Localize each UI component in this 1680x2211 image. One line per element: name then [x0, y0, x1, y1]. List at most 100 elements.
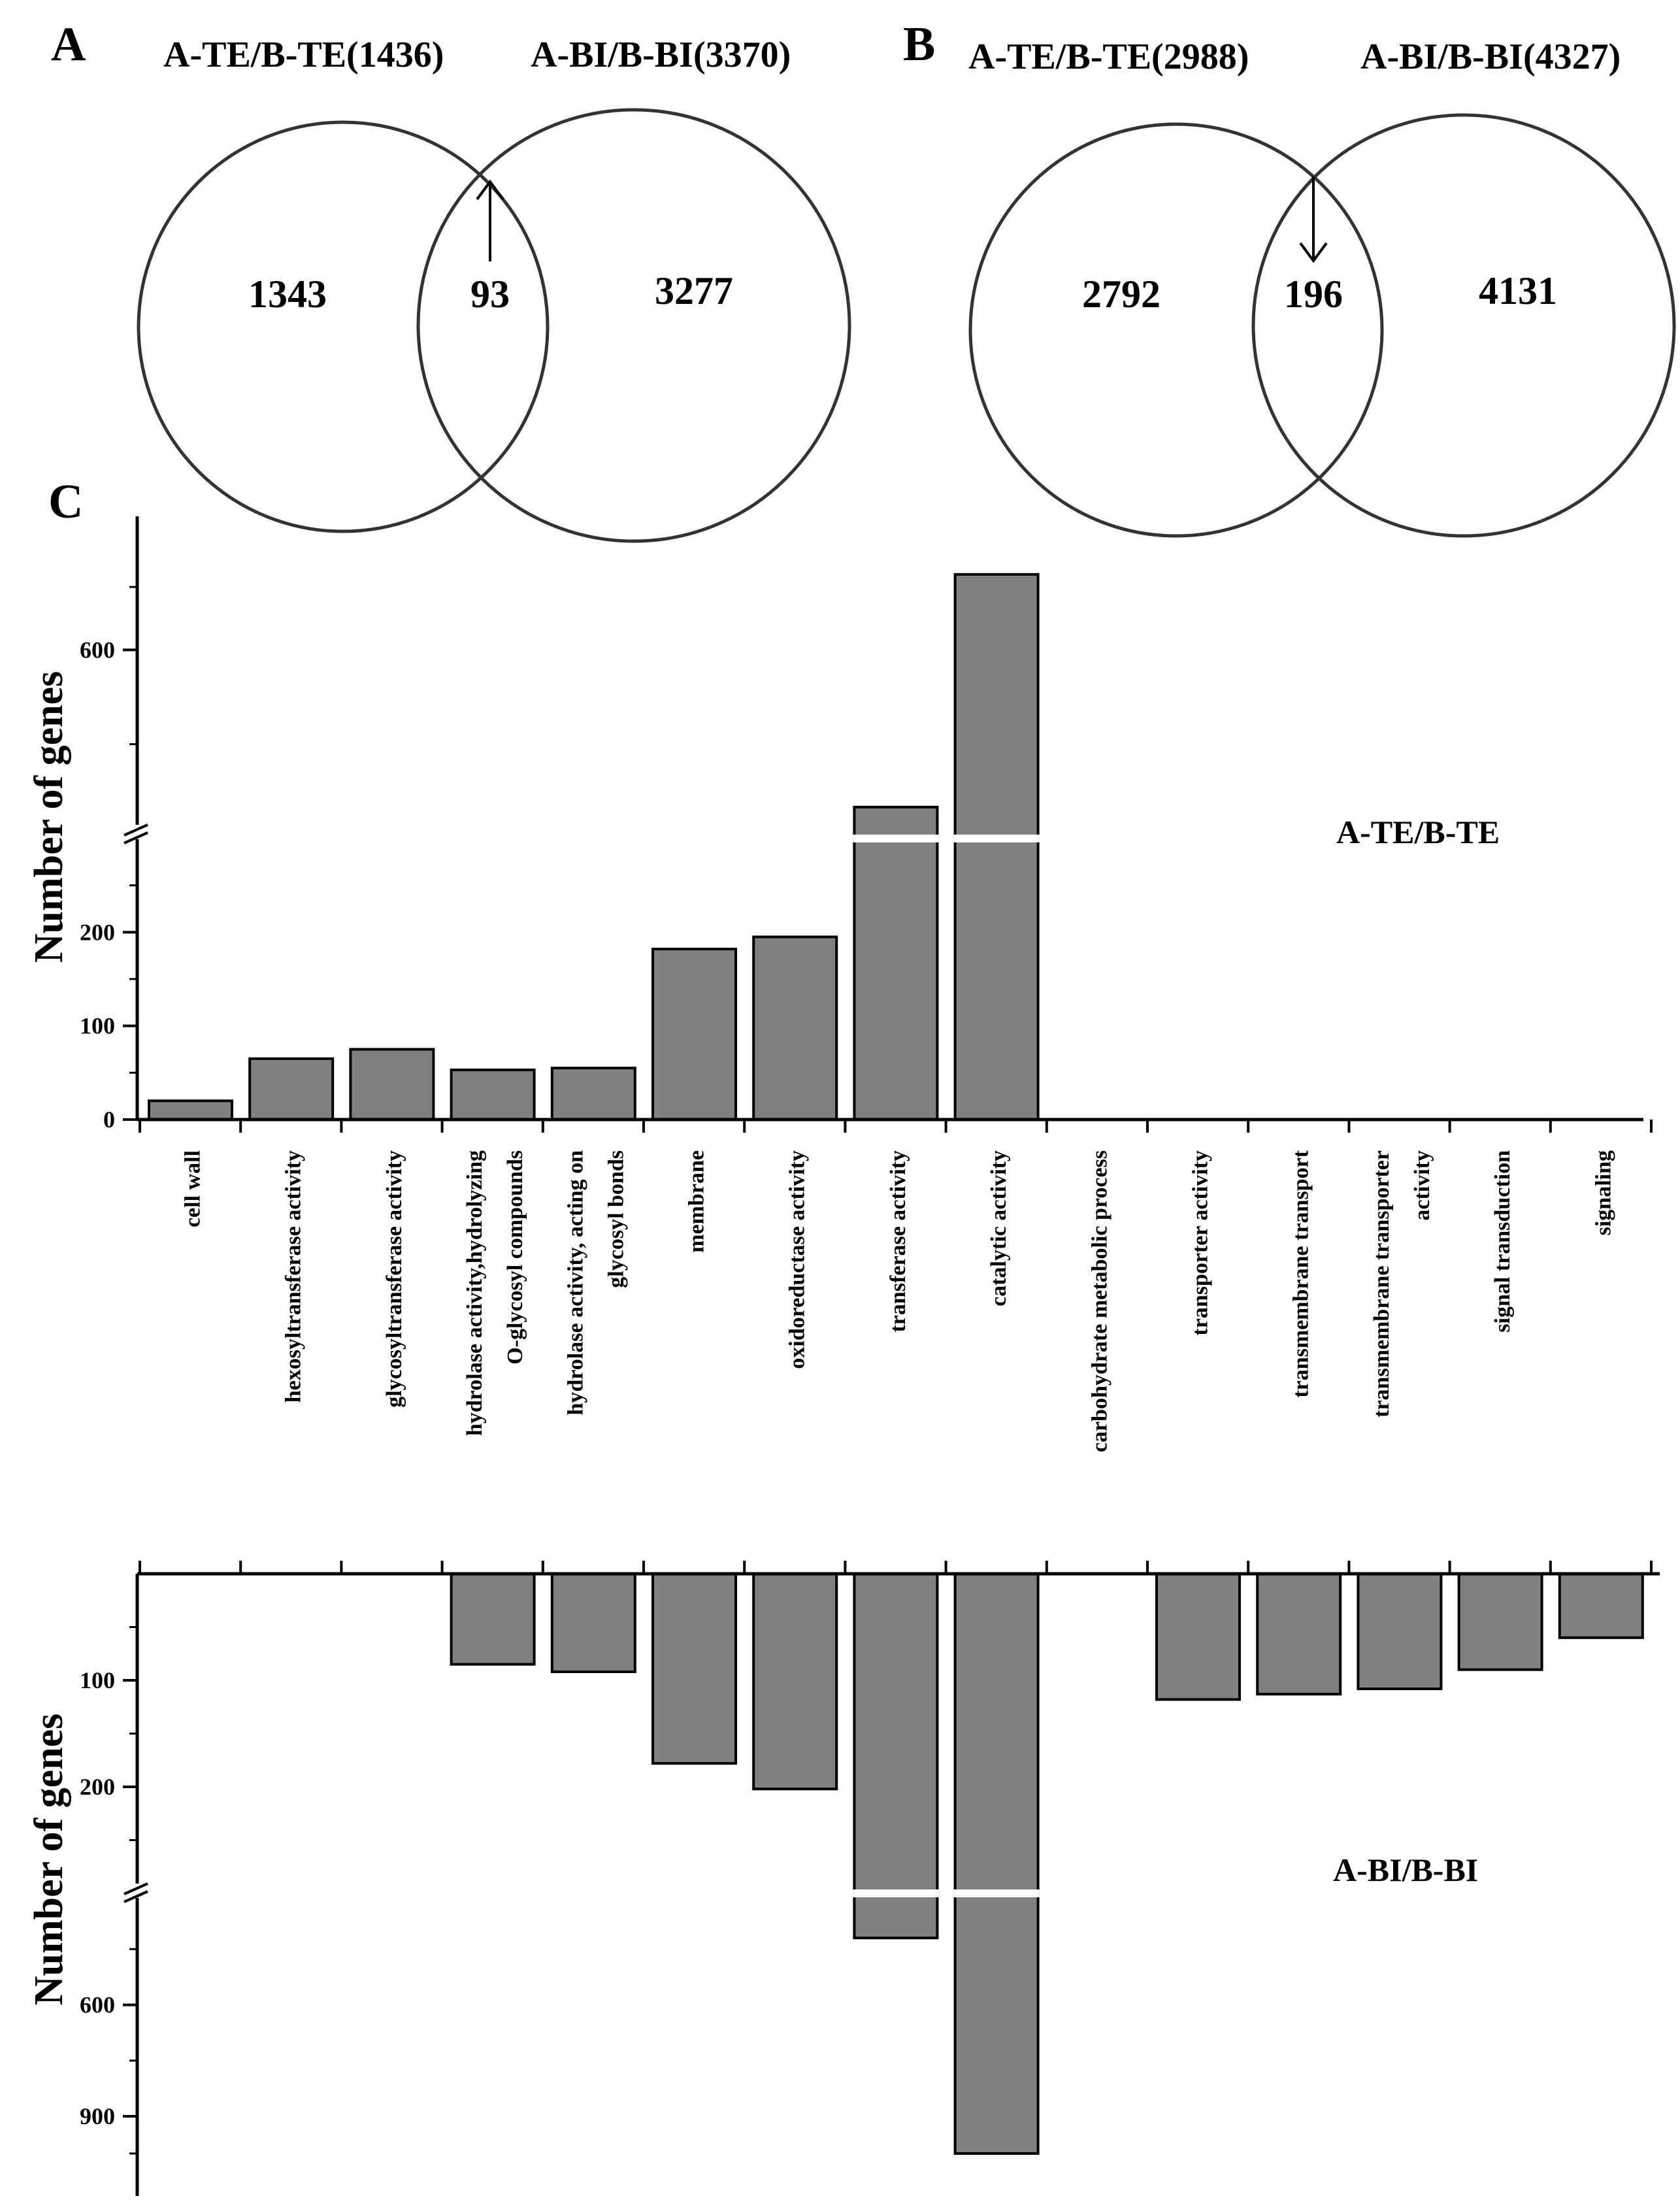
- category-label-3-line-0: hydrolase activity,hydrolyzing: [463, 1150, 487, 1436]
- bottom-y-tick-label-3: 900: [80, 2103, 115, 2129]
- top-bar-0: [148, 1099, 233, 1122]
- panel-b: B A-TE/B-TE(2988) A-BI/B-BI(4327) 2792 1…: [903, 18, 1676, 538]
- panel-a-right-circle: [416, 108, 851, 543]
- panel-b-right-title: A-BI/B-BI(4327): [1360, 37, 1621, 77]
- panel-b-left-only: 2792: [1082, 273, 1161, 316]
- top-bar-7: [853, 805, 939, 1122]
- down-arrow-icon: [1299, 176, 1328, 263]
- bottom-bar-break-7: [853, 1889, 939, 1897]
- bottom-y-axis-label: Number of genes: [27, 1714, 71, 2006]
- top-bars: [148, 573, 1040, 1122]
- bottom-series-label: A-BI/B-BI: [1333, 1852, 1478, 1888]
- category-label-0: cell wall: [181, 1150, 205, 1227]
- top-y-axis-label: Number of genes: [27, 671, 71, 963]
- panel-a-right-title: A-BI/B-BI(3370): [531, 35, 791, 75]
- top-bar-6: [752, 935, 838, 1121]
- panel-b-right-circle: [1251, 113, 1676, 538]
- category-label-5: membrane: [685, 1150, 709, 1253]
- category-label-14: signaling: [1591, 1150, 1615, 1235]
- bottom-x-ticks: [139, 1561, 1653, 1574]
- panel-a-left-only: 1343: [248, 273, 327, 316]
- category-label-4-line-1: glycosyl bonds: [604, 1150, 628, 1288]
- panel-c: C 0 100 200 600 Number of genes A-TE/B-TE c…: [27, 475, 1660, 2196]
- top-bar-break-7: [853, 835, 939, 842]
- category-label-0-line-0: cell wall: [181, 1150, 205, 1227]
- panel-b-right-only: 4131: [1479, 269, 1557, 312]
- top-y-tick-label-2: 200: [80, 919, 115, 945]
- panel-a-left-circle: [137, 120, 550, 533]
- top-x-ticks: [139, 1120, 1653, 1133]
- category-label-9-line-0: carbohydrate metabolic process: [1087, 1150, 1112, 1452]
- category-label-8: catalytic activity: [987, 1150, 1011, 1306]
- bottom-y-tick-label-1: 200: [80, 1774, 115, 1800]
- category-label-9: carbohydrate metabolic process: [1087, 1150, 1112, 1452]
- top-bar-8: [953, 573, 1040, 1121]
- panel-a: A A-TE/B-TE(1436) A-BI/B-BI(3370) 1343 9…: [51, 18, 851, 543]
- panel-a-letter: A: [51, 18, 86, 71]
- top-chart: 0 100 200 600 Number of genes A-TE/B-TE: [27, 516, 1653, 1133]
- category-label-2-line-0: glycosyltransferase activity: [382, 1150, 406, 1408]
- category-label-1: hexosyltransferase activity: [282, 1150, 306, 1403]
- bottom-bar-11: [1256, 1572, 1342, 1696]
- top-bar-5: [651, 948, 737, 1121]
- bottom-y-ticks: 100 200 600 900: [80, 1626, 137, 2155]
- category-label-14-line-0: signaling: [1591, 1150, 1615, 1235]
- category-label-12-line-1: activity: [1410, 1150, 1434, 1221]
- category-label-11-line-0: transmembrane transport: [1289, 1150, 1313, 1397]
- category-label-13-line-0: signal transduction: [1491, 1150, 1515, 1333]
- category-label-12-line-0: transmembrane transporter: [1370, 1150, 1394, 1418]
- panel-b-letter: B: [903, 18, 935, 71]
- top-bar-3: [450, 1069, 536, 1121]
- bottom-bar-13: [1457, 1572, 1543, 1671]
- top-y-ticks: 0 100 200 600: [80, 586, 137, 1133]
- category-label-4-line-0: hydrolase activity, acting on: [563, 1150, 587, 1416]
- panel-a-right-only: 3277: [655, 269, 733, 312]
- bottom-bar-7: [853, 1572, 939, 1940]
- top-axis-break: [124, 823, 148, 844]
- top-y-tick-label-1: 100: [80, 1013, 115, 1039]
- category-label-3: hydrolase activity,hydrolyzing O-glycosyl…: [463, 1150, 527, 1436]
- panel-b-left-circle: [968, 122, 1384, 538]
- bottom-bar-12: [1357, 1572, 1443, 1691]
- panel-b-overlap: 196: [1284, 273, 1343, 316]
- bottom-bar-6: [752, 1572, 838, 1791]
- category-label-8-line-0: catalytic activity: [987, 1150, 1011, 1306]
- bottom-bar-break-8: [953, 1889, 1040, 1897]
- panel-a-left-title: A-TE/B-TE(1436): [163, 35, 444, 75]
- category-label-11: transmembrane transport: [1289, 1150, 1313, 1397]
- panel-b-left-title: A-TE/B-TE(2988): [968, 37, 1249, 77]
- bottom-bar-4: [550, 1572, 636, 1673]
- category-labels: cell wall hexosyltransferase activity glyc…: [181, 1150, 1616, 1452]
- category-label-2: glycosyltransferase activity: [382, 1150, 406, 1408]
- bottom-bar-14: [1558, 1572, 1644, 1639]
- category-label-5-line-0: membrane: [685, 1150, 709, 1253]
- category-label-10: transporter activity: [1189, 1150, 1213, 1336]
- category-label-12: transmembrane transporter activity: [1370, 1150, 1434, 1418]
- category-label-1-line-0: hexosyltransferase activity: [282, 1150, 306, 1403]
- category-label-4: hydrolase activity, acting on glycosyl bo…: [563, 1150, 628, 1416]
- bottom-y-tick-label-2: 600: [80, 1992, 115, 2018]
- top-y-tick-label-0: 0: [103, 1106, 115, 1133]
- category-label-7: transferase activity: [886, 1150, 910, 1333]
- bottom-bar-10: [1155, 1572, 1241, 1701]
- top-series-label: A-TE/B-TE: [1336, 814, 1500, 850]
- top-bar-break-8: [953, 835, 1040, 842]
- category-label-6-line-0: oxidoreductase activity: [785, 1150, 810, 1369]
- panel-a-overlap: 93: [470, 273, 510, 316]
- up-arrow-icon: [476, 179, 504, 261]
- bottom-bar-3: [450, 1572, 536, 1666]
- category-label-10-line-0: transporter activity: [1189, 1150, 1213, 1336]
- bottom-y-tick-label-0: 100: [80, 1667, 115, 1693]
- panel-c-letter: C: [48, 475, 83, 529]
- bottom-chart: 100 200 600 900 Number of genes A-BI/B-BI: [27, 1561, 1660, 2196]
- category-label-3-line-1: O-glycosyl compounds: [503, 1150, 527, 1365]
- bottom-axis-break: [124, 1882, 148, 1903]
- bottom-bars: [450, 1572, 1644, 2155]
- category-label-7-line-0: transferase activity: [886, 1150, 910, 1333]
- top-y-tick-label-3: 600: [80, 637, 115, 663]
- top-bar-1: [248, 1057, 335, 1122]
- category-label-13: signal transduction: [1491, 1150, 1515, 1333]
- bottom-bar-5: [651, 1572, 737, 1765]
